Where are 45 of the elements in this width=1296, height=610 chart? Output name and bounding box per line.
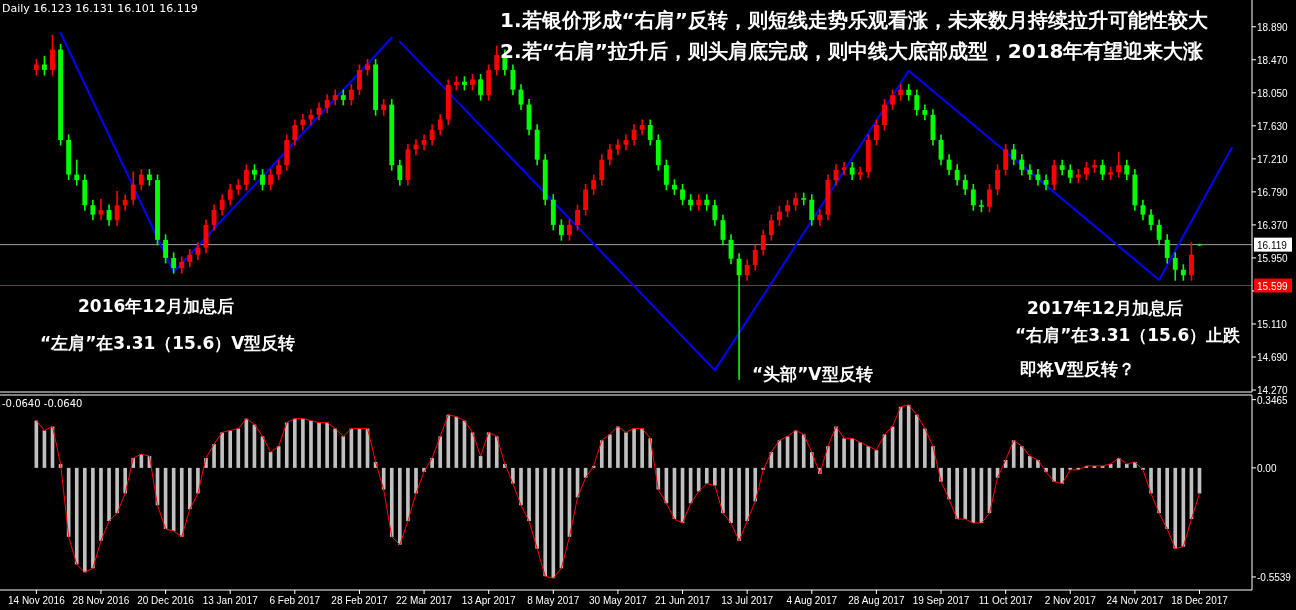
x-tick-label: 21 Jun 2017 bbox=[655, 595, 711, 606]
annotation: “头部”V型反转 bbox=[752, 364, 873, 384]
x-tick-label: 14 Nov 2016 bbox=[7, 595, 66, 606]
y-tick-label: 17.210 bbox=[1257, 153, 1289, 165]
annotation: “右肩”在3.31（15.6）止跌 bbox=[1015, 325, 1242, 345]
y-tick-label: 14.270 bbox=[1257, 385, 1289, 397]
annotation: “左肩”在3.31（15.6）V型反转 bbox=[40, 333, 296, 353]
ref-line-label: 16.119 bbox=[1257, 239, 1288, 251]
x-tick-label: 22 Mar 2017 bbox=[395, 595, 453, 606]
x-tick-label: 4 Aug 2017 bbox=[786, 595, 838, 606]
x-tick-label: 28 Nov 2016 bbox=[72, 595, 130, 606]
annotation: 2.若“右肩”拉升后，则头肩底完成，则中线大底部成型，2018年有望迎来大涨 bbox=[500, 39, 1205, 63]
annotation: 2016年12月加息后 bbox=[78, 296, 234, 316]
x-tick-label: 20 Dec 2016 bbox=[137, 595, 195, 606]
x-tick-label: 13 Jul 2017 bbox=[721, 595, 774, 606]
x-tick-label: 11 Oct 2017 bbox=[978, 595, 1033, 606]
annotation: 即将V型反转？ bbox=[1020, 359, 1136, 379]
x-tick-label: 28 Feb 2017 bbox=[331, 595, 388, 606]
x-tick-label: 2 Nov 2017 bbox=[1044, 595, 1097, 606]
y-tick-label: -0.5539 bbox=[1257, 571, 1292, 583]
y-tick-label: 15.110 bbox=[1257, 318, 1288, 330]
x-tick-label: 30 May 2017 bbox=[589, 595, 648, 606]
x-tick-label: 6 Feb 2017 bbox=[269, 595, 321, 606]
y-tick-label: 0.00 bbox=[1257, 462, 1277, 474]
y-tick-label: 0.3465 bbox=[1257, 394, 1289, 406]
y-tick-label: 15.950 bbox=[1257, 252, 1289, 264]
x-tick-label: 28 Aug 2017 bbox=[848, 595, 905, 606]
y-tick-label: 18.890 bbox=[1257, 21, 1289, 33]
x-tick-label: 13 Jan 2017 bbox=[202, 595, 259, 606]
y-tick-label: 18.470 bbox=[1257, 54, 1289, 66]
x-tick-label: 19 Sep 2017 bbox=[912, 595, 970, 606]
y-tick-label: 18.050 bbox=[1257, 87, 1289, 99]
y-tick-label: 16.790 bbox=[1257, 186, 1289, 198]
ref-line-label: 15.599 bbox=[1257, 280, 1289, 292]
y-tick-label: 17.630 bbox=[1257, 120, 1289, 132]
annotation: 2017年12月加息后 bbox=[1027, 298, 1183, 318]
x-tick-label: 13 Apr 2017 bbox=[461, 595, 517, 606]
y-tick-label: 16.370 bbox=[1257, 219, 1289, 231]
y-tick-label: 14.690 bbox=[1257, 352, 1289, 364]
annotation: Daily 16.123 16.131 16.101 16.119 bbox=[2, 2, 198, 15]
x-tick-label: 18 Dec 2017 bbox=[1171, 595, 1229, 606]
annotation: 1.若银价形成“右肩”反转，则短线走势乐观看涨，未来数月持续拉升可能性较大 bbox=[500, 8, 1209, 32]
x-tick-label: 8 May 2017 bbox=[527, 595, 580, 606]
x-tick-label: 24 Nov 2017 bbox=[1106, 595, 1164, 606]
annotation: -0.0640 -0.0640 bbox=[2, 398, 83, 409]
